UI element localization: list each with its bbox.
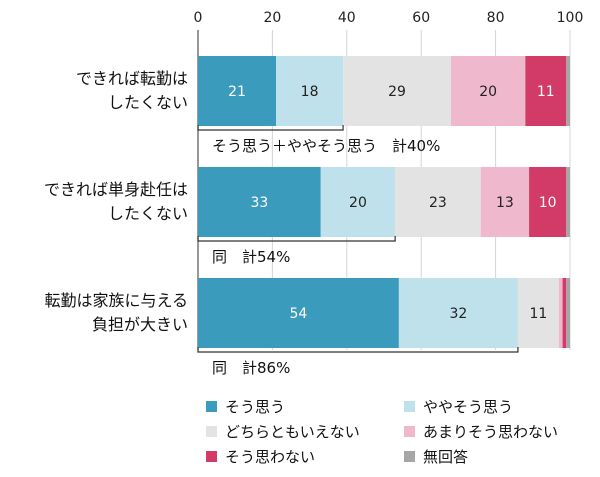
category-label-line: 負担が大きい — [91, 315, 188, 334]
legend-item: そう思う — [206, 396, 285, 417]
data-label: 23 — [429, 195, 447, 211]
bar-segment — [198, 278, 399, 348]
bracket-annotation: 同 計54% — [212, 248, 290, 266]
data-label: 54 — [290, 306, 308, 322]
category-label-line: 転勤は家族に与える — [44, 291, 188, 310]
x-tick-label: 20 — [263, 10, 281, 26]
bar-segment — [198, 56, 277, 126]
bracket-line — [197, 347, 519, 353]
legend-label: あまりそう思わない — [423, 423, 559, 441]
legend-item: あまりそう思わない — [404, 421, 558, 442]
bracket-line — [197, 125, 344, 131]
bar-segment — [450, 56, 526, 126]
bar-segment — [558, 278, 563, 348]
bar-segment — [480, 167, 530, 237]
bracket-annotation: そう思う＋ややそう思う 計40% — [212, 137, 440, 155]
category-label: 転勤は家族に与える負担が大きい — [0, 289, 188, 337]
legend-item: 無回答 — [404, 446, 468, 467]
bar-segment — [320, 167, 396, 237]
data-label: 10 — [539, 195, 557, 211]
legend-item: どちらともいえない — [206, 421, 360, 442]
bar-segment — [566, 167, 570, 237]
data-label: 11 — [537, 84, 555, 100]
bar-segment — [198, 167, 321, 237]
bar-segment — [395, 167, 481, 237]
data-label: 32 — [449, 306, 467, 322]
category-label-line: したくない — [107, 93, 188, 112]
bar-segment — [398, 278, 518, 348]
legend-swatch — [404, 401, 415, 412]
bar-segment — [566, 278, 570, 348]
x-tick-label: 0 — [194, 10, 203, 26]
bracket-annotation: 同 計86% — [212, 359, 290, 377]
bar-segment — [517, 278, 559, 348]
data-label: 33 — [250, 195, 268, 211]
legend-item: そう思わない — [206, 446, 315, 467]
bar-segment — [525, 56, 567, 126]
bar-segment — [276, 56, 344, 126]
category-label-line: できれば単身赴任は — [43, 180, 188, 199]
legend-label: そう思う — [225, 398, 286, 416]
x-tick-label: 40 — [338, 10, 356, 26]
bar-segment — [566, 56, 570, 126]
data-label: 21 — [228, 84, 246, 100]
bar-segment — [562, 278, 567, 348]
data-label: 20 — [349, 195, 367, 211]
legend-swatch — [206, 401, 217, 412]
category-label-line: できれば転勤は — [75, 69, 188, 88]
bar-segment — [343, 56, 451, 126]
legend-label: ややそう思う — [423, 398, 514, 416]
legend-item: ややそう思う — [404, 396, 513, 417]
bracket-line — [197, 236, 396, 242]
legend-label: どちらともいえない — [225, 423, 360, 441]
data-label: 13 — [496, 195, 514, 211]
legend-swatch — [206, 426, 217, 437]
data-label: 29 — [388, 84, 406, 100]
legend-swatch — [206, 451, 217, 462]
data-label: 18 — [301, 84, 319, 100]
category-label-line: したくない — [107, 204, 188, 223]
legend-swatch — [404, 426, 415, 437]
data-label: 11 — [529, 306, 547, 322]
x-tick-label: 60 — [412, 10, 430, 26]
legend-label: そう思わない — [225, 448, 316, 466]
bar-segment — [529, 167, 567, 237]
x-tick-label: 100 — [557, 10, 584, 26]
legend-label: 無回答 — [423, 448, 469, 466]
data-label: 20 — [479, 84, 497, 100]
x-tick-label: 80 — [487, 10, 505, 26]
category-label: できれば転勤はしたくない — [0, 67, 188, 115]
category-label: できれば単身赴任はしたくない — [0, 178, 188, 226]
legend-swatch — [404, 451, 415, 462]
